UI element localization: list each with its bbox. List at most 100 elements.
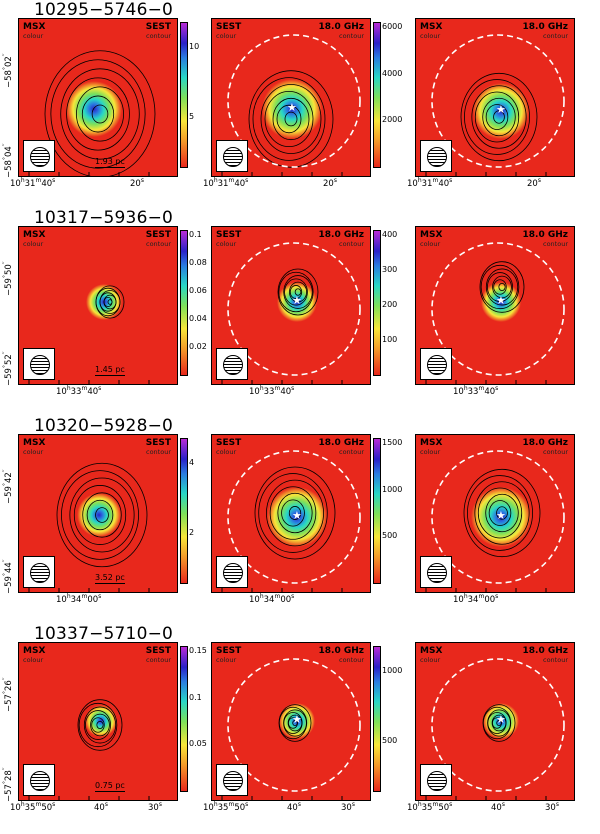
contour-line: [460, 72, 538, 162]
panel-label-right: 18.0 GHz: [522, 646, 569, 656]
panel-label-right: 18.0 GHz: [522, 230, 569, 240]
contour-line: [73, 485, 127, 545]
contour-line: [487, 272, 513, 302]
contour-line: [276, 104, 302, 134]
contour-line: [289, 285, 303, 299]
beam-icon: [420, 764, 452, 796]
contour-line: [77, 699, 123, 751]
map-panel-c: ★ MSX colour 18.0 GHz contour: [415, 642, 575, 801]
map-panel-b: ★ SEST colour 18.0 GHz contour: [211, 18, 371, 177]
beam-icon: [216, 764, 248, 796]
dec-tick-label: −58°04′′: [2, 143, 14, 178]
panel-sublabel-right: contour: [543, 32, 568, 40]
panel-label-right: 18.0 GHz: [522, 22, 569, 32]
contour-line: [277, 492, 313, 534]
contour-line: [95, 285, 125, 319]
ra-tick-label: 10h31m40s: [10, 177, 56, 189]
primary-beam-circle: [431, 450, 565, 584]
panel-label-right: 18.0 GHz: [318, 22, 365, 32]
panel-label-left: MSX: [420, 22, 443, 32]
panel-sublabel-right: contour: [543, 656, 568, 664]
panel-sublabel-left: colour: [23, 656, 44, 664]
panel-sublabel-left: colour: [23, 32, 44, 40]
star-marker: ★: [287, 101, 297, 114]
contour-line: [61, 470, 139, 560]
contour-line: [86, 499, 114, 531]
colorbar-tick-label: 0.15: [189, 646, 207, 655]
map-image: ★: [425, 450, 565, 592]
contour-line: [277, 268, 319, 316]
colorbar-tick-label: 100: [382, 335, 398, 344]
scale-bar: 1.93 pc: [95, 157, 125, 168]
contour-line: [69, 477, 135, 553]
map-panel-a: MSX colour SEST contour 1.45 pc: [18, 226, 178, 385]
source-title: 10337−5710−0: [34, 624, 174, 644]
contour-line: [492, 275, 512, 299]
contour-line: [467, 475, 533, 551]
colorbar-tick-label: 1500: [382, 438, 403, 447]
map-image: ★: [221, 242, 361, 384]
contour-line: [480, 264, 520, 310]
colorbar: [373, 646, 381, 792]
contour-line: [477, 487, 523, 539]
contour-line: [82, 492, 122, 538]
dec-tick-label: −57°26′′: [2, 677, 14, 712]
map-panel-c: ★ MSX colour 18.0 GHz contour: [415, 434, 575, 593]
panel-sublabel-left: colour: [23, 240, 44, 248]
primary-beam-circle: [431, 658, 565, 792]
emission-peak: [262, 79, 322, 139]
map-panel-a: MSX colour SEST contour 1.93 pc: [18, 18, 178, 177]
contour-line: [488, 500, 512, 526]
ra-tick-label: 10h31m40s: [407, 177, 453, 189]
map-image: [28, 284, 150, 384]
ra-tick-label: 10h34m00s: [453, 593, 499, 605]
panel-label-left: MSX: [23, 438, 46, 448]
beam-icon: [23, 348, 55, 380]
ra-tick-label: 30s: [545, 801, 559, 813]
contour-line: [252, 77, 326, 161]
colorbar-tick-label: 5: [189, 112, 195, 121]
colorbar: [180, 230, 188, 376]
panel-label-left: MSX: [23, 230, 46, 240]
panel-sublabel-left: colour: [216, 448, 237, 456]
source-title: 10317−5936−0: [34, 208, 174, 228]
panel-sublabel-right: contour: [146, 32, 171, 40]
panel-sublabel-right: contour: [146, 448, 171, 456]
ra-tick-label: 10h35m50s: [203, 801, 249, 813]
panel-sublabel-left: colour: [420, 240, 441, 248]
contour-line: [288, 506, 302, 520]
beam-icon: [23, 764, 55, 796]
primary-beam-circle: [227, 34, 361, 168]
primary-beam-circle: [431, 242, 565, 376]
source-title: 10320−5928−0: [34, 416, 174, 436]
panel-label-right: 18.0 GHz: [318, 646, 365, 656]
ra-tick-label: 40s: [491, 801, 505, 813]
map-panel-b: ★ SEST colour 18.0 GHz contour: [211, 226, 371, 385]
map-image: [28, 462, 150, 592]
panel-label-right: SEST: [145, 230, 171, 240]
contour-line: [44, 50, 156, 176]
colorbar-tick-label: 2000: [382, 115, 403, 125]
colorbar-tick-label: 0.06: [189, 286, 207, 295]
contour-line: [66, 77, 130, 151]
star-marker: ★: [496, 713, 506, 726]
map-image: ★: [221, 34, 361, 176]
colorbar-tick-label: 4: [189, 458, 195, 467]
colorbar-tick-label: 2: [189, 528, 195, 537]
panel-sublabel-left: colour: [420, 656, 441, 664]
contour-line: [258, 473, 328, 553]
contour-line: [471, 85, 527, 149]
colorbar-tick-label: 0.1: [189, 692, 202, 702]
contour-line: [496, 506, 508, 520]
colorbar-tick-label: 200: [382, 300, 398, 309]
dec-tick-label: −59°52′′: [2, 351, 14, 386]
map-image: ★: [221, 450, 361, 592]
beam-icon: [216, 348, 248, 380]
panel-label-left: SEST: [216, 438, 242, 448]
panel-label-right: SEST: [145, 646, 171, 656]
map-panel-c: ★ MSX colour 18.0 GHz contour: [415, 18, 575, 177]
contour-line: [83, 706, 117, 744]
map-panel-c: ★ MSX colour 18.0 GHz contour: [415, 226, 575, 385]
contour-line: [78, 702, 118, 748]
map-image: ★: [425, 34, 565, 176]
